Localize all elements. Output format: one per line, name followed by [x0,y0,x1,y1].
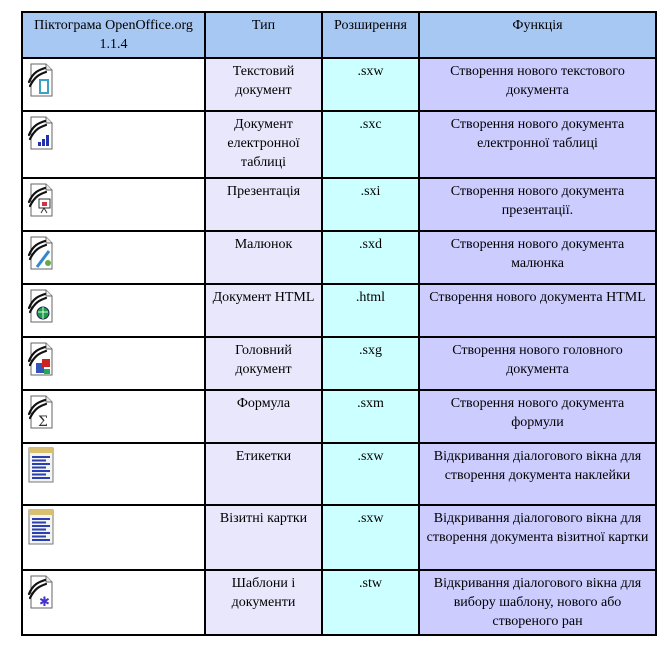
function-cell: Створення нового документа HTML [418,283,657,338]
drawing-icon [27,236,53,270]
icon-cell [21,177,206,232]
header-function: Функція [418,11,657,59]
header-row: Піктограма OpenOffice.org 1.1.4 Тип Розш… [21,11,657,59]
extension-cell: .sxm [321,389,420,444]
table-row: Етикетки .sxw Відкривання діалогового вікн… [21,442,657,506]
icon-cell: ✱ [21,569,206,636]
table-row: Головний документ .sxg Створення нового го… [21,336,657,391]
type-cell: Етикетки [204,442,323,506]
type-cell: Шаблони і документи [204,569,323,636]
business-cards-icon [28,509,54,545]
text-document-icon [27,63,53,97]
function-cell: Створення нового документа формули [418,389,657,444]
type-cell: Документ HTML [204,283,323,338]
function-cell: Створення нового текстового документа [418,57,657,112]
extension-cell: .sxg [321,336,420,391]
table-row: Σ Формула .sxm Створення нового документа ф… [21,389,657,444]
icon-cell [21,504,206,571]
table-row: Малюнок .sxd Створення нового документа ма… [21,230,657,285]
type-cell: Малюнок [204,230,323,285]
table-body: Текстовий документ .sxw Створення нового т… [21,57,657,636]
icon-cell [21,442,206,506]
type-cell: Формула [204,389,323,444]
file-types-table: Піктограма OpenOffice.org 1.1.4 Тип Розш… [21,11,657,636]
html-document-icon [27,289,53,323]
icon-cell: Σ [21,389,206,444]
spreadsheet-icon [27,116,53,150]
header-type: Тип [204,11,323,59]
table-row: Документ електронної таблиці .sxc Створенн… [21,110,657,179]
function-cell: Відкривання діалогового вікна для створе… [418,442,657,506]
table-row: Текстовий документ .sxw Створення нового т… [21,57,657,112]
type-cell: Візитні картки [204,504,323,571]
icon-cell [21,283,206,338]
function-cell: Створення нового документа малюнка [418,230,657,285]
function-cell: Відкривання діалогового вікна для вибору… [418,569,657,636]
function-cell: Створення нового головного документа [418,336,657,391]
icon-cell [21,110,206,179]
svg-text:✱: ✱ [39,595,50,610]
templates-icon: ✱ [27,575,53,610]
function-cell: Створення нового документа електронної т… [418,110,657,179]
icon-cell [21,57,206,112]
type-cell: Документ електронної таблиці [204,110,323,179]
function-cell: Відкривання діалогового вікна для створе… [418,504,657,571]
formula-icon: Σ [27,395,53,430]
extension-cell: .sxd [321,230,420,285]
extension-cell: .stw [321,569,420,636]
table-row: Документ HTML .html Створення нового докум… [21,283,657,338]
extension-cell: .sxw [321,57,420,112]
icon-cell [21,336,206,391]
svg-text:Σ: Σ [38,414,48,430]
type-cell: Головний документ [204,336,323,391]
extension-cell: .sxi [321,177,420,232]
extension-cell: .sxc [321,110,420,179]
icon-cell [21,230,206,285]
header-icon: Піктограма OpenOffice.org 1.1.4 [21,11,206,59]
extension-cell: .html [321,283,420,338]
extension-cell: .sxw [321,504,420,571]
master-document-icon [27,342,53,376]
header-extension: Розширення [321,11,420,59]
table-row: ✱ Шаблони і документи .stw Відкривання діал… [21,569,657,636]
type-cell: Презентація [204,177,323,232]
function-cell: Створення нового документа презентації. [418,177,657,232]
table-row: Візитні картки .sxw Відкривання діалоговог… [21,504,657,571]
type-cell: Текстовий документ [204,57,323,112]
table-row: Презентація .sxi Створення нового документ… [21,177,657,232]
extension-cell: .sxw [321,442,420,506]
labels-icon [28,447,54,483]
presentation-icon [27,183,53,217]
